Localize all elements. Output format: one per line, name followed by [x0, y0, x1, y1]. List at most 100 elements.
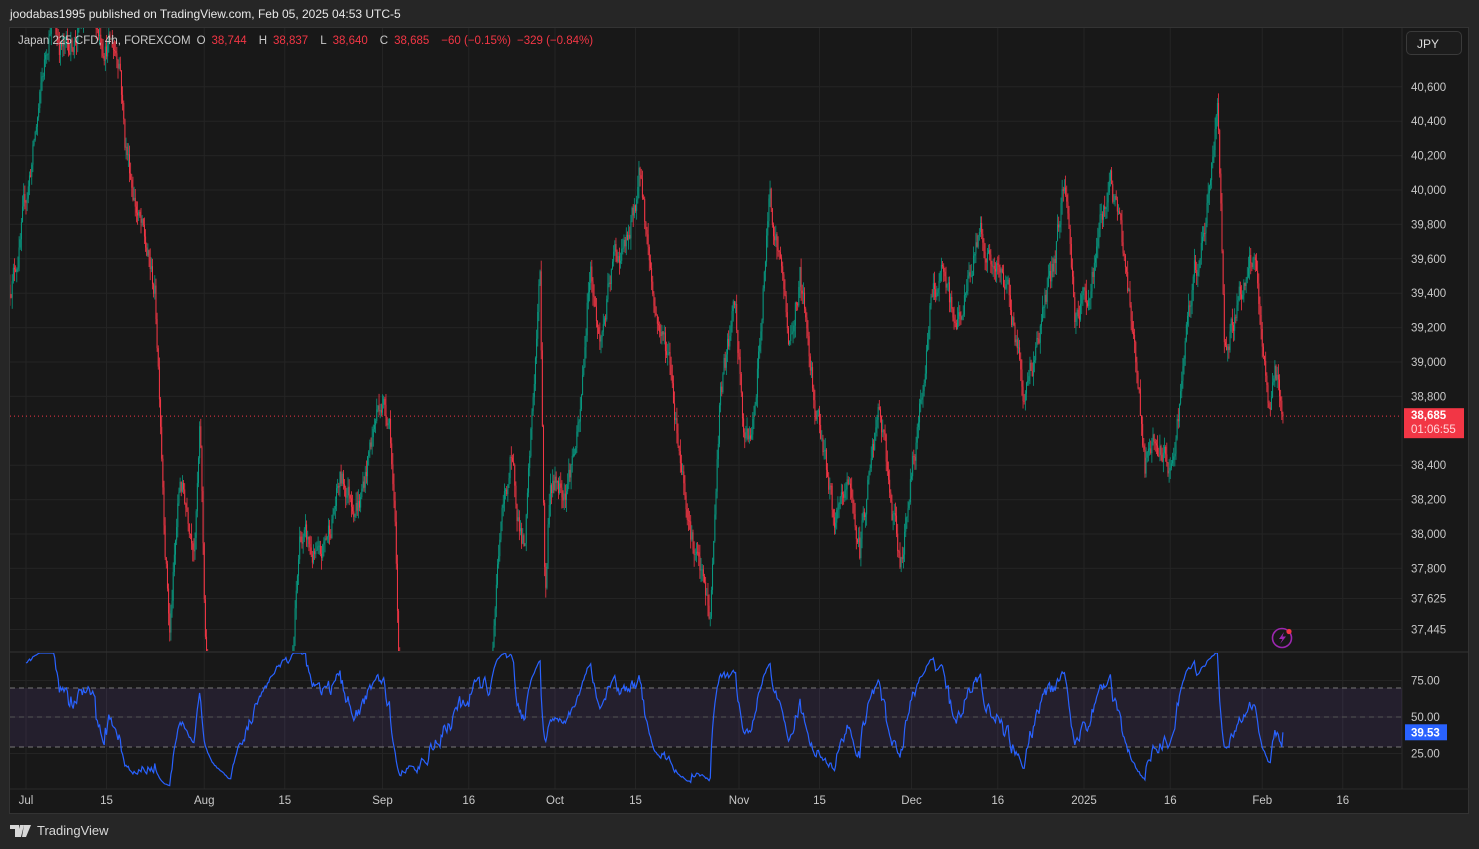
- candle-body: [1123, 253, 1125, 256]
- candle-body: [991, 264, 993, 267]
- candle-body: [1279, 379, 1280, 397]
- candle-body: [1043, 307, 1045, 308]
- candle-body: [166, 563, 168, 589]
- candle-body: [310, 547, 312, 555]
- currency-button[interactable]: JPY: [1406, 31, 1462, 55]
- candle-body: [589, 282, 590, 293]
- candle-body: [43, 59, 45, 77]
- candle-body: [1142, 423, 1144, 446]
- candle-body: [390, 418, 392, 444]
- candle-body: [139, 211, 141, 217]
- candle-body: [1176, 418, 1178, 439]
- candle-body: [192, 543, 194, 550]
- candle-body: [171, 600, 173, 611]
- candle-body: [1098, 229, 1100, 239]
- candle-body: [614, 244, 616, 252]
- candle-body: [944, 271, 946, 277]
- candle-body: [807, 328, 809, 337]
- candle-body: [517, 517, 519, 521]
- candle-body: [1230, 318, 1232, 332]
- candle-body: [716, 459, 718, 492]
- candle-body: [682, 471, 684, 473]
- candle-body: [383, 398, 385, 405]
- candle-body: [1134, 334, 1136, 342]
- candle-body: [1107, 192, 1109, 203]
- candle-body: [955, 323, 957, 329]
- ohlc-high: H 38,837: [258, 35, 309, 47]
- price-axis[interactable]: 40,600 40,400 40,200 40,000 39,800 39,600 39,4…: [1411, 82, 1446, 637]
- candle-body: [126, 146, 128, 156]
- candle-body: [1092, 271, 1094, 278]
- candle-body: [1072, 267, 1073, 277]
- candle-body: [839, 496, 841, 505]
- candle-body: [574, 454, 576, 455]
- candle-body: [610, 268, 612, 285]
- candle-body: [764, 261, 766, 272]
- candle-body: [324, 538, 326, 542]
- candle-body: [636, 199, 638, 211]
- lightning-alert-icon[interactable]: [1271, 627, 1293, 649]
- candle-body: [583, 367, 585, 376]
- candle-body: [148, 250, 150, 258]
- candle-body: [326, 536, 328, 540]
- candle-body: [904, 531, 906, 555]
- candle-body: [513, 461, 515, 466]
- candle-body: [891, 501, 893, 521]
- candle-body: [755, 397, 757, 405]
- candle-body: [502, 503, 504, 508]
- symbol-legend[interactable]: Japan 225 CFD, 4h, FOREXCOM O 38,744 H 38,83…: [18, 35, 599, 47]
- candle-body: [523, 535, 525, 546]
- candle-body: [1195, 260, 1197, 270]
- candle-body: [984, 251, 986, 259]
- candle-body: [10, 294, 12, 298]
- candle-body: [1250, 255, 1252, 264]
- candle-body: [1132, 332, 1134, 335]
- candle-body: [1150, 448, 1152, 454]
- candle-body: [348, 486, 350, 496]
- candle-body: [957, 319, 958, 329]
- candle-body: [1044, 294, 1046, 308]
- candle-body: [942, 264, 944, 267]
- candle-body: [296, 575, 298, 591]
- candle-body: [870, 458, 872, 469]
- candle-body: [660, 331, 662, 337]
- candle-body: [968, 272, 970, 276]
- candle-body: [1184, 341, 1186, 359]
- candle-body: [846, 479, 848, 489]
- candle-body: [1104, 206, 1106, 210]
- candle-body: [370, 442, 372, 447]
- candle-body: [1168, 470, 1170, 474]
- candle-body: [1101, 214, 1103, 220]
- candle-body: [816, 410, 818, 420]
- candle-body: [622, 247, 624, 249]
- candle-body: [119, 63, 121, 72]
- candle-body: [602, 324, 604, 332]
- candle-body: [725, 354, 727, 368]
- candle-body: [729, 335, 731, 347]
- candle-body: [986, 252, 988, 263]
- candle-body: [629, 234, 631, 239]
- candle-body: [180, 481, 182, 492]
- candle-body: [361, 488, 363, 498]
- rsi-axis[interactable]: 75.00 50.00 25.00: [1411, 676, 1440, 761]
- candle-body: [1115, 196, 1117, 200]
- candle-body: [842, 492, 843, 495]
- candle-body: [738, 352, 740, 357]
- time-axis[interactable]: Jul 15 Aug 15 Sep 16 Oct 15 Nov 15 Dec 16 2025 16 Feb 1…: [19, 795, 1350, 807]
- candle-body: [790, 334, 792, 342]
- candle-body: [784, 289, 786, 296]
- candle-body: [1050, 270, 1052, 282]
- candle-body: [363, 481, 365, 488]
- candle-body: [663, 332, 665, 335]
- candle-body: [160, 399, 162, 427]
- candle-body: [298, 559, 300, 576]
- tradingview-logo[interactable]: TradingView: [10, 823, 109, 838]
- candle-body: [947, 282, 949, 284]
- candle-body: [1006, 280, 1008, 285]
- candle-body: [1144, 449, 1146, 474]
- candle-body: [198, 458, 199, 484]
- candle-body: [1055, 241, 1057, 264]
- candle-body: [712, 563, 714, 590]
- candle-body: [1118, 211, 1119, 213]
